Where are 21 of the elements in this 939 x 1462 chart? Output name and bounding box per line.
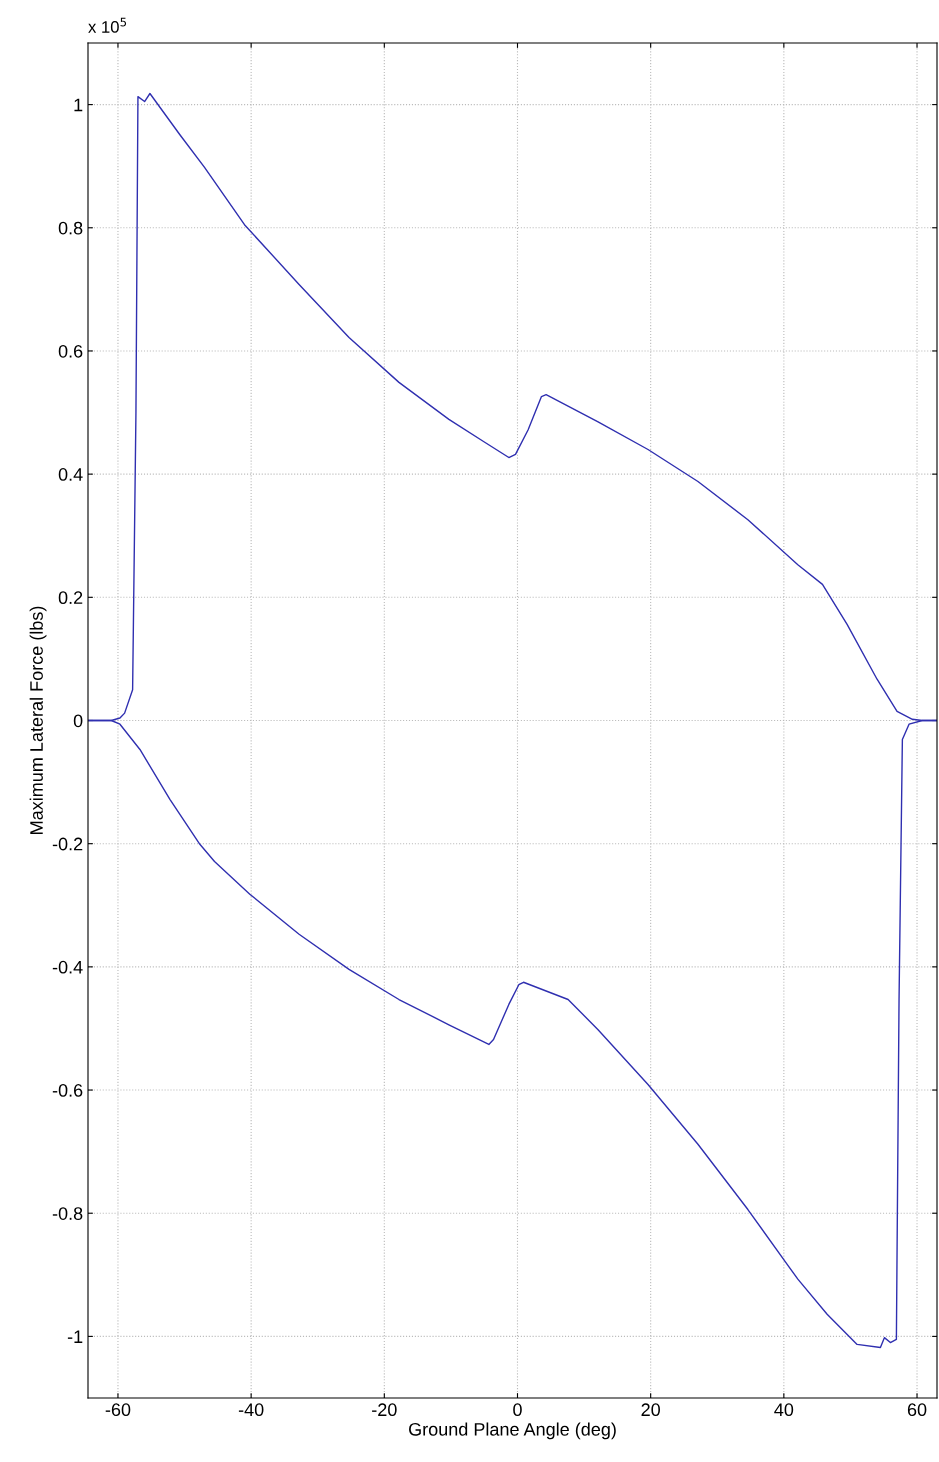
y-tick-label: 0.6: [58, 344, 83, 358]
y-tick-label: 0.8: [58, 221, 83, 235]
y-tick-label: -0.6: [52, 1083, 83, 1097]
x-tick-label: 60: [907, 1403, 927, 1417]
x-tick-label: 20: [641, 1403, 661, 1417]
x-tick-label: -60: [105, 1403, 131, 1417]
x-tick-label: -40: [238, 1403, 264, 1417]
y-tick-label: -0.8: [52, 1207, 83, 1220]
x-tick-label: -20: [372, 1403, 397, 1417]
y-tick-label: 1: [74, 98, 83, 112]
y-tick-label: 0.4: [58, 468, 83, 481]
y-tick-label: -0.2: [52, 837, 83, 851]
x-tick-label: 40: [774, 1403, 794, 1417]
x-axis-title: Ground Plane Angle (deg): [409, 1422, 616, 1440]
y-tick-label: -1: [67, 1330, 83, 1343]
x-tick-label: 0: [513, 1403, 522, 1417]
y-tick-label: 0: [73, 714, 83, 728]
y-tick-label: 0.2: [58, 591, 83, 605]
y-tick-label: -0.4: [52, 960, 83, 974]
y-axis-title: Maximum Lateral Force (lbs): [29, 606, 47, 834]
text: x 10$^{5}$: [88, 17, 127, 33]
